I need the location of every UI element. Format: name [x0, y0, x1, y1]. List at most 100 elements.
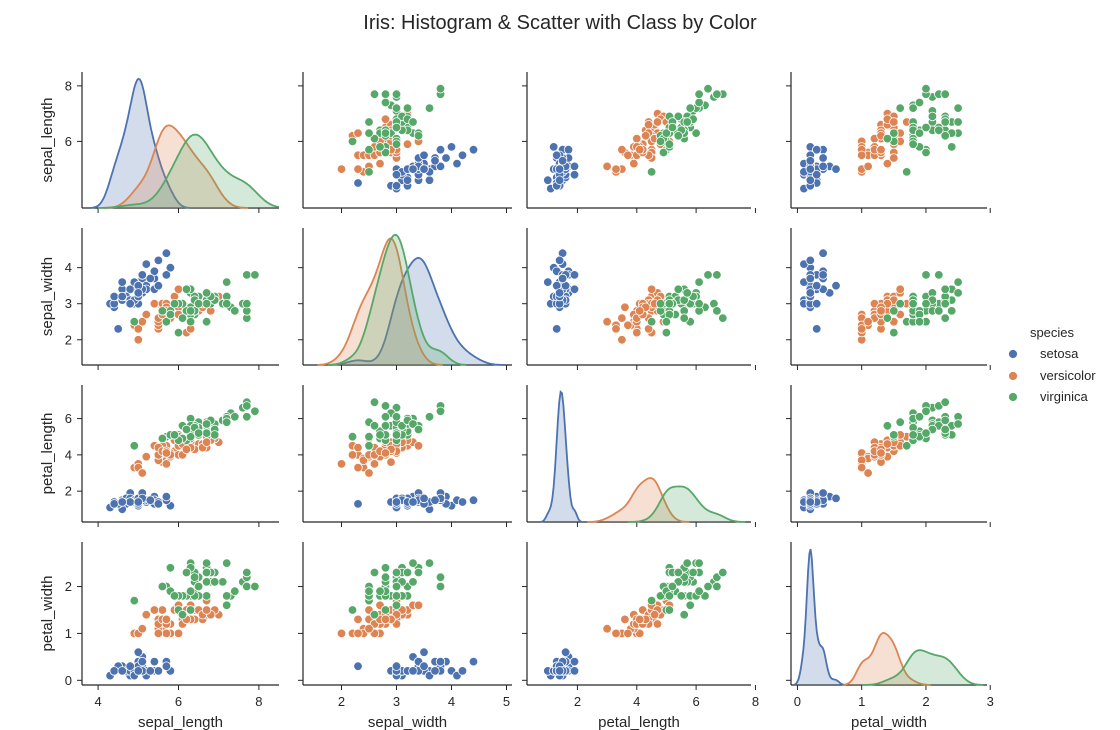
point-versicolor	[617, 313, 627, 323]
kde-fill-versicolor	[104, 125, 249, 208]
point-virginica	[921, 406, 931, 417]
chart-title: Iris: Histogram & Scatter with Class by …	[363, 12, 757, 34]
point-setosa	[805, 288, 816, 298]
point-versicolor	[353, 614, 363, 625]
point-virginica	[694, 586, 704, 596]
point-virginica	[413, 131, 424, 141]
point-virginica	[347, 136, 358, 147]
point-virginica	[712, 89, 722, 99]
point-versicolor	[369, 459, 380, 469]
point-setosa	[549, 142, 559, 152]
point-versicolor	[635, 614, 645, 625]
point-virginica	[129, 595, 140, 606]
point-versicolor	[161, 628, 172, 639]
point-setosa	[560, 647, 571, 657]
x-axis-label: petal_width	[851, 714, 927, 730]
point-setosa	[391, 497, 402, 507]
x-tick-label: 2	[574, 694, 581, 709]
point-virginica	[380, 147, 391, 158]
point-virginica	[895, 299, 905, 309]
kde-line-virginica	[862, 649, 984, 686]
point-versicolor	[602, 161, 612, 172]
point-virginica	[347, 605, 358, 615]
kde-fill-setosa	[541, 391, 582, 522]
kde-line-virginica	[627, 485, 746, 523]
kde-line-versicolor	[104, 124, 249, 209]
point-setosa	[446, 142, 457, 152]
point-versicolor	[641, 131, 651, 141]
kde-fill-setosa	[90, 78, 191, 208]
point-versicolor	[353, 442, 363, 453]
point-virginica	[664, 139, 675, 149]
point-virginica	[221, 600, 232, 611]
point-virginica	[347, 432, 358, 442]
point-setosa	[812, 169, 822, 180]
point-versicolor	[386, 457, 396, 467]
y-tick-label: 2	[65, 332, 72, 347]
point-versicolor	[133, 324, 144, 334]
point-virginica	[658, 147, 669, 158]
point-virginica	[369, 397, 380, 407]
point-setosa	[554, 288, 565, 298]
y-tick-label: 6	[65, 134, 72, 149]
point-setosa	[554, 164, 565, 174]
point-virginica	[413, 424, 424, 435]
point-virginica	[703, 83, 713, 94]
point-versicolor	[602, 317, 612, 327]
point-versicolor	[353, 128, 363, 138]
point-setosa	[468, 144, 479, 155]
point-virginica	[402, 103, 413, 113]
point-versicolor	[620, 614, 630, 625]
point-virginica	[940, 299, 950, 309]
point-versicolor	[632, 133, 642, 144]
kde-fill-virginica	[327, 234, 467, 365]
point-virginica	[221, 417, 232, 427]
point-virginica	[165, 563, 176, 573]
point-virginica	[380, 401, 391, 411]
point-setosa	[117, 291, 127, 302]
point-setosa	[424, 175, 435, 185]
point-virginica	[242, 270, 252, 280]
point-virginica	[181, 424, 192, 435]
point-virginica	[435, 572, 446, 582]
point-setosa	[149, 266, 160, 277]
x-tick-label: 1	[858, 694, 865, 709]
point-virginica	[380, 605, 391, 615]
point-virginica	[882, 313, 893, 323]
point-virginica	[947, 306, 957, 316]
point-virginica	[189, 572, 200, 582]
point-setosa	[402, 175, 413, 185]
point-virginica	[424, 103, 435, 113]
point-setosa	[408, 164, 418, 174]
point-setosa	[812, 324, 822, 334]
point-setosa	[419, 493, 429, 504]
point-versicolor	[157, 605, 168, 615]
point-virginica	[934, 306, 944, 316]
point-virginica	[902, 441, 912, 451]
point-virginica	[921, 147, 931, 158]
point-versicolor	[137, 468, 148, 478]
point-virginica	[882, 133, 893, 144]
point-versicolor	[617, 335, 627, 345]
x-tick-label: 5	[503, 694, 510, 709]
point-virginica	[380, 97, 391, 108]
point-virginica	[934, 270, 944, 280]
point-setosa	[818, 161, 828, 172]
point-setosa	[153, 281, 164, 291]
point-virginica	[679, 313, 689, 323]
point-virginica	[402, 567, 413, 578]
point-versicolor	[620, 302, 630, 313]
point-virginica	[129, 441, 140, 451]
point-virginica	[921, 83, 931, 94]
panel-sepal_length-vs-petal_length	[522, 72, 756, 213]
point-setosa	[137, 656, 148, 667]
point-versicolor	[863, 161, 873, 172]
point-setosa	[391, 661, 402, 671]
point-versicolor	[889, 117, 899, 127]
point-setosa	[141, 259, 152, 269]
x-tick-label: 3	[393, 694, 400, 709]
kde-line-versicolor	[587, 477, 690, 523]
point-virginica	[391, 103, 402, 113]
point-setosa	[113, 324, 123, 334]
kde-fill-versicolor	[843, 632, 931, 685]
